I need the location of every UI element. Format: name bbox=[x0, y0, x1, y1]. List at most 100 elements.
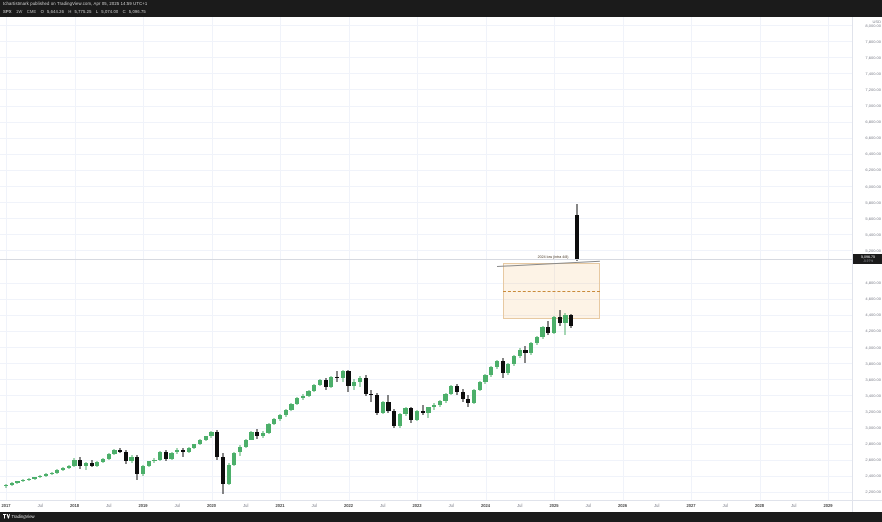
candle-body bbox=[3, 485, 9, 487]
legend-timeframe[interactable]: 1W bbox=[15, 9, 23, 14]
legend-close-label: C bbox=[122, 9, 126, 14]
candle-body bbox=[295, 397, 300, 405]
candle-body bbox=[346, 371, 351, 386]
gridline-horizontal bbox=[0, 137, 852, 139]
price-scale-tick: 6,200.00 bbox=[865, 167, 881, 173]
candle-wick bbox=[336, 371, 338, 382]
candlestick bbox=[32, 17, 37, 500]
candle-body bbox=[483, 375, 488, 382]
candle-body bbox=[226, 464, 231, 484]
candle-body bbox=[95, 461, 100, 467]
gridline-vertical bbox=[417, 17, 418, 500]
candle-body bbox=[277, 415, 283, 419]
candlestick bbox=[180, 17, 186, 500]
gridline-vertical bbox=[143, 17, 144, 500]
candlestick bbox=[66, 17, 71, 500]
symbol-legend[interactable]: SPX 1W CME O 5,644.26 H 5,775.25 L 5,074.00… bbox=[3, 9, 149, 14]
candle-body bbox=[112, 450, 117, 455]
candle-body bbox=[392, 411, 397, 426]
candle-body bbox=[260, 433, 265, 436]
time-scale-tick: Jul bbox=[311, 503, 317, 508]
price-scale-tick: 3,800.00 bbox=[865, 360, 881, 366]
candle-body bbox=[169, 452, 174, 459]
gridline-vertical bbox=[348, 17, 350, 500]
gridline-horizontal bbox=[0, 73, 852, 75]
legend-open-value: 5,644.26 bbox=[46, 9, 65, 14]
time-scale-tick: 2027 bbox=[686, 503, 696, 508]
time-scale[interactable]: 2017 Jul 2018 Jul 2019 Jul 2020 Jul 2021 Jul 2022 J… bbox=[0, 500, 865, 513]
candle-body bbox=[437, 400, 442, 405]
candlestick bbox=[72, 17, 77, 500]
candlestick bbox=[112, 17, 117, 500]
candlestick bbox=[471, 17, 477, 500]
legend-low-value: 5,074.00 bbox=[101, 9, 119, 14]
candlestick bbox=[460, 17, 465, 500]
candle-body bbox=[9, 482, 14, 486]
gridline-horizontal bbox=[0, 379, 852, 381]
tradingview-logo[interactable]: TradingView bbox=[3, 513, 35, 521]
gridline-horizontal bbox=[0, 443, 852, 445]
time-scale-tick: 2021 bbox=[275, 503, 285, 508]
candlestick bbox=[317, 17, 323, 500]
candle-body bbox=[180, 450, 186, 452]
current-price-badge[interactable]: 5,096.75 -5.97% bbox=[853, 253, 882, 265]
candle-body bbox=[32, 477, 37, 479]
gridline-horizontal bbox=[0, 218, 852, 220]
legend-close-value: 5,096.75 bbox=[128, 9, 146, 14]
gridline-horizontal bbox=[0, 234, 852, 236]
time-scale-tick: 2022 bbox=[343, 503, 354, 508]
candle-body bbox=[546, 326, 551, 333]
candle-body bbox=[83, 462, 88, 467]
price-scale[interactable]: USD 8,000.00 7,800.00 7,600.00 7,400.00 7,200… bbox=[852, 17, 882, 500]
candle-body bbox=[494, 360, 499, 368]
candlestick bbox=[197, 17, 203, 500]
current-price-value: 5,096.75 bbox=[861, 254, 875, 259]
candlestick bbox=[443, 17, 448, 500]
candle-body bbox=[300, 396, 305, 398]
candle-body bbox=[329, 376, 334, 388]
candle-body bbox=[506, 363, 511, 373]
gridline-horizontal bbox=[0, 347, 852, 349]
price-scale-tick: 8,000.00 bbox=[865, 22, 881, 28]
candlestick bbox=[232, 17, 237, 500]
candle-body bbox=[403, 408, 408, 414]
candlestick bbox=[158, 17, 163, 500]
candlestick bbox=[386, 17, 391, 500]
candle-body bbox=[540, 326, 545, 338]
candle-body bbox=[500, 360, 505, 373]
legend-symbol[interactable]: SPX bbox=[3, 9, 12, 14]
candle-body bbox=[106, 454, 111, 459]
candlestick bbox=[209, 17, 214, 500]
candlestick bbox=[277, 17, 283, 500]
gridline-horizontal bbox=[0, 57, 852, 59]
gridline-horizontal bbox=[0, 169, 852, 171]
candle-body bbox=[146, 461, 151, 467]
time-scale-tick: Jul bbox=[243, 503, 249, 508]
gridline-horizontal bbox=[0, 331, 852, 332]
gridline-horizontal bbox=[0, 41, 852, 43]
candle-body bbox=[21, 480, 26, 482]
gridline-horizontal bbox=[0, 459, 852, 461]
candlestick bbox=[123, 17, 128, 500]
candle-body bbox=[66, 465, 71, 468]
candle-body bbox=[243, 439, 248, 447]
time-scale-tick: 2023 bbox=[412, 503, 422, 508]
price-scale-unit: USD bbox=[872, 19, 881, 24]
candlestick bbox=[95, 17, 100, 500]
price-scale-tick: 7,400.00 bbox=[865, 70, 881, 76]
candle-wick bbox=[422, 405, 424, 415]
candlestick bbox=[529, 17, 534, 500]
price-scale-tick: 2,200.00 bbox=[865, 489, 881, 495]
chart-plot-area[interactable]: 2024 low (intra 4/8) bbox=[0, 17, 852, 500]
time-scale-tick: Jul bbox=[380, 503, 386, 508]
candlestick bbox=[477, 17, 482, 500]
candlestick bbox=[169, 17, 174, 500]
candle-body bbox=[426, 407, 431, 414]
candlestick bbox=[83, 17, 88, 500]
candle-body bbox=[574, 214, 579, 259]
candlestick bbox=[574, 17, 579, 500]
candlestick bbox=[523, 17, 528, 500]
price-scale-tick: 7,600.00 bbox=[865, 54, 881, 60]
candle-body bbox=[523, 350, 528, 353]
candle-body bbox=[443, 393, 448, 401]
